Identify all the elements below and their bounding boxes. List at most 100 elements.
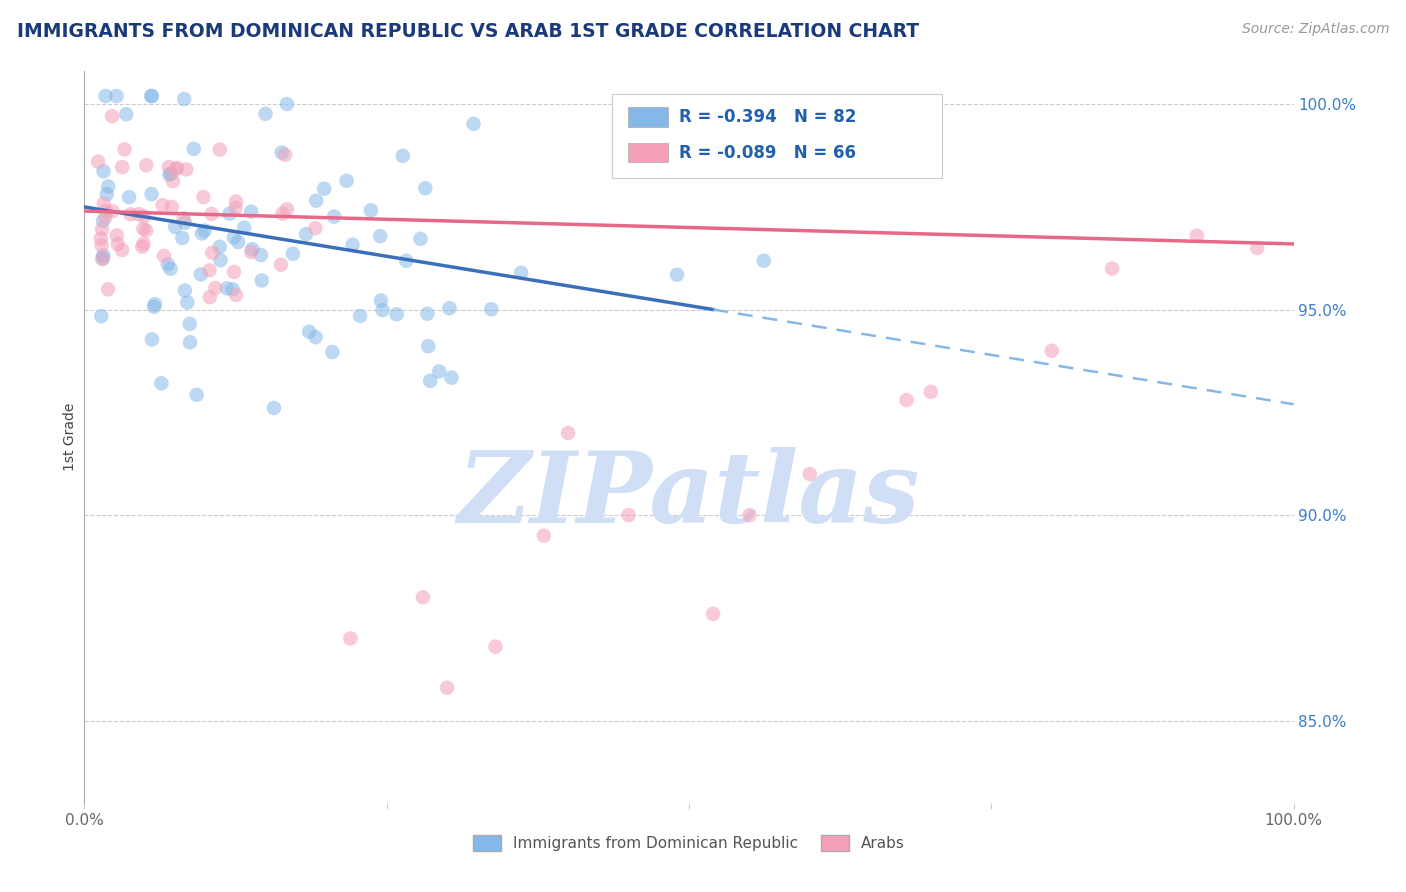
Point [91,248,114,262]
Point [97,282,120,296]
Point [176,162,198,177]
Point [225,194,247,209]
Point [276,202,298,217]
Point [312,182,335,196]
Point [111,243,134,257]
Point [152,198,174,212]
Point [141,89,163,103]
Point [1040,343,1063,358]
Point [157,168,180,182]
Point [91,222,114,236]
Point [1246,241,1268,255]
Point [413,181,436,195]
Point [440,370,463,384]
Text: ZIPatlas: ZIPatlas [458,448,920,544]
Point [141,187,163,202]
Point [194,224,217,238]
Point [160,167,183,181]
Point [141,332,163,346]
Point [94,89,117,103]
Point [323,210,346,224]
Point [409,232,432,246]
Point [439,301,461,315]
Point [114,142,136,156]
Point [666,268,689,282]
Point [250,273,273,287]
Point [1101,261,1123,276]
Point [91,252,114,266]
Point [321,345,343,359]
Point [150,376,173,391]
Point [274,147,297,161]
Y-axis label: 1st Grade: 1st Grade [63,403,77,471]
Point [165,161,187,176]
Point [1185,228,1208,243]
Point [281,247,304,261]
Point [412,591,434,605]
Point [395,253,418,268]
Point [533,529,555,543]
Point [143,297,166,311]
Point [201,207,224,221]
Point [510,266,533,280]
Point [157,160,180,174]
Point [115,107,138,121]
Point [191,227,214,241]
Point [617,508,640,523]
Text: R = -0.089   N = 66: R = -0.089 N = 66 [679,144,856,161]
Point [349,309,371,323]
Point [160,200,183,214]
Point [179,317,201,331]
Point [416,307,439,321]
Text: Source: ZipAtlas.com: Source: ZipAtlas.com [1241,22,1389,37]
Point [93,164,115,178]
Point [225,288,247,302]
Point [339,632,361,646]
Point [218,207,240,221]
Point [94,210,117,224]
Point [131,240,153,254]
Point [105,228,128,243]
Point [270,258,292,272]
Point [135,223,157,237]
Point [105,89,128,103]
Point [141,89,163,103]
Point [90,231,112,245]
Point [557,425,579,440]
Point [90,309,112,323]
Point [91,214,114,228]
Point [165,219,187,234]
Point [132,236,155,251]
Point [702,607,724,621]
Point [222,230,245,244]
Point [166,161,188,175]
Point [156,257,179,271]
Point [271,206,294,220]
Point [143,300,166,314]
Point [174,216,197,230]
Point [173,211,195,226]
Point [240,242,263,256]
Point [392,149,415,163]
Point [128,207,150,221]
Point [295,227,318,241]
Point [208,143,231,157]
Point [436,681,458,695]
Point [335,174,357,188]
Point [738,508,761,523]
Point [118,190,141,204]
Text: R = -0.394   N = 82: R = -0.394 N = 82 [679,108,856,126]
Point [896,393,918,408]
Point [132,221,155,235]
Point [97,179,120,194]
Point [153,249,176,263]
Text: IMMIGRANTS FROM DOMINICAN REPUBLIC VS ARAB 1ST GRADE CORRELATION CHART: IMMIGRANTS FROM DOMINICAN REPUBLIC VS AR… [17,22,920,41]
Point [418,339,440,353]
Point [215,281,238,295]
Point [209,253,232,268]
Point [120,207,142,221]
Point [370,293,392,308]
Point [174,284,197,298]
Point [385,307,408,321]
Point [799,467,821,481]
